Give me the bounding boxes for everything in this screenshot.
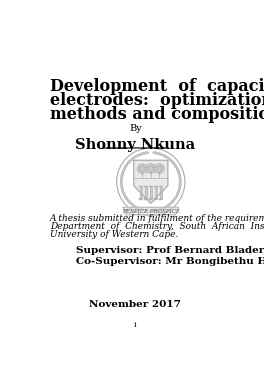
Ellipse shape [167,203,171,207]
Circle shape [147,170,150,173]
Circle shape [138,165,146,173]
Circle shape [145,167,148,170]
Bar [139,186,142,187]
Polygon shape [123,207,179,215]
Ellipse shape [162,154,167,158]
Text: By: By [129,124,142,133]
Circle shape [153,167,156,170]
Ellipse shape [131,203,135,207]
Text: Department  of  Chemistry,  South  African  Institute  for  Advanced  Material  : Department of Chemistry, South African I… [50,222,264,231]
Ellipse shape [167,157,171,160]
Ellipse shape [178,172,181,177]
Circle shape [161,170,164,173]
Circle shape [161,164,164,167]
Ellipse shape [153,152,158,154]
Bar [144,186,147,187]
Circle shape [162,167,165,170]
Ellipse shape [176,191,179,196]
Text: University of Western Cape.: University of Western Cape. [50,229,178,239]
Bar [155,186,157,199]
Ellipse shape [158,208,163,211]
Ellipse shape [162,206,167,209]
Circle shape [143,170,147,173]
Text: methods and composition: methods and composition [50,106,264,123]
Ellipse shape [153,210,158,212]
Ellipse shape [179,182,181,187]
Ellipse shape [174,195,177,200]
Circle shape [152,170,155,173]
Ellipse shape [179,177,181,182]
Ellipse shape [144,210,149,212]
Text: Co-Supervisor: Mr Bongibethu Hlabano-Moyo: Co-Supervisor: Mr Bongibethu Hlabano-Moy… [76,257,264,266]
Ellipse shape [124,195,128,200]
Circle shape [145,167,148,170]
Ellipse shape [122,167,125,172]
Circle shape [141,171,144,174]
Ellipse shape [131,157,135,160]
Text: electrodes:  optimization  of  fabrication: electrodes: optimization of fabrication [50,92,264,109]
Circle shape [158,171,161,174]
Circle shape [155,164,158,167]
Ellipse shape [144,152,149,154]
Ellipse shape [134,154,139,158]
Text: Development  of  capacitive  deionisation: Development of capacitive deionisation [50,78,264,95]
Circle shape [154,167,157,170]
Circle shape [158,163,161,166]
Text: A thesis submitted in fulfilment of the requirements for the degree of Magister : A thesis submitted in fulfilment of the … [50,214,264,223]
Text: November 2017: November 2017 [89,300,181,308]
Polygon shape [134,160,168,203]
Ellipse shape [120,177,123,182]
Circle shape [155,165,163,173]
Circle shape [137,167,140,170]
Circle shape [152,164,155,167]
Text: Shonny Nkuna: Shonny Nkuna [75,138,195,152]
Ellipse shape [178,186,181,192]
Circle shape [138,164,141,167]
Text: Supervisor: Prof Bernard Bladergroen: Supervisor: Prof Bernard Bladergroen [76,246,264,255]
Circle shape [149,171,152,174]
Circle shape [143,164,147,167]
Bar [149,198,152,200]
Bar [139,198,142,200]
Circle shape [149,163,152,166]
Text: i: i [134,321,136,329]
Ellipse shape [170,160,175,164]
Bar [149,186,152,187]
Circle shape [147,164,150,167]
Ellipse shape [127,200,131,204]
Bar [154,198,157,200]
Ellipse shape [176,167,179,172]
Circle shape [141,163,144,166]
Bar [150,186,152,199]
Ellipse shape [134,206,139,209]
Bar [144,198,147,200]
Ellipse shape [139,208,144,211]
Bar [145,186,147,199]
Ellipse shape [158,153,163,156]
Bar [154,186,157,187]
Ellipse shape [124,163,128,168]
Ellipse shape [170,200,175,204]
Circle shape [155,170,158,173]
Ellipse shape [139,153,144,156]
Bar [160,186,162,199]
Bar [159,186,162,187]
Circle shape [147,165,155,173]
Ellipse shape [122,191,125,196]
Ellipse shape [127,160,131,164]
Ellipse shape [121,186,124,192]
Ellipse shape [120,182,123,187]
Bar [159,198,162,200]
Text: RESPICE PROSPICE: RESPICE PROSPICE [122,209,180,214]
Circle shape [138,170,141,173]
Ellipse shape [174,163,177,168]
Bar [140,186,142,199]
Ellipse shape [121,172,124,177]
